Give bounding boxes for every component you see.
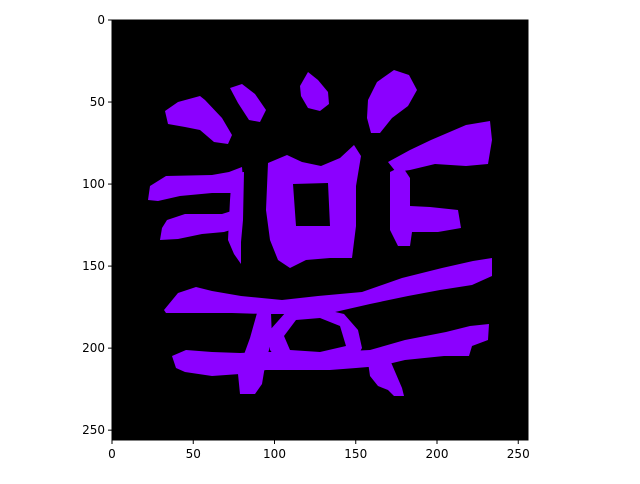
x-tick-label: 0: [108, 447, 116, 461]
glyph-stroke-top-left: [165, 96, 232, 144]
x-axis: 0 50 100 150 200 250: [108, 440, 530, 461]
x-tick-label: 100: [263, 447, 286, 461]
axes-frame: [111, 19, 529, 441]
x-tick-label: 50: [186, 447, 201, 461]
x-tick-label: 150: [344, 447, 367, 461]
y-tick-label: 100: [82, 177, 105, 191]
glyph-stroke-top-center: [300, 72, 329, 111]
glyph-stroke-right-vertical: [390, 166, 461, 246]
glyph-stroke-top-right: [367, 70, 417, 133]
glyph-stroke-top-mid-left: [230, 84, 266, 122]
glyph-stroke-lower-right-leg: [368, 360, 404, 396]
glyph-stroke-right-wing: [388, 121, 492, 172]
y-tick-label: 200: [82, 341, 105, 355]
y-tick-label: 0: [97, 13, 105, 27]
x-tick-label: 200: [426, 447, 449, 461]
glyph-stroke-center-box: [266, 145, 361, 268]
glyph-stroke-left-middle: [160, 209, 240, 240]
x-tick-label: 250: [507, 447, 530, 461]
glyph-stroke-long-bar: [164, 258, 492, 314]
glyph-stroke-lower-ring: [270, 308, 362, 364]
glyph-stroke-lower-left-leg: [238, 313, 272, 394]
y-tick-label: 150: [82, 259, 105, 273]
y-axis: 0 50 100 150 200 250: [82, 13, 112, 437]
y-tick-label: 50: [90, 95, 105, 109]
y-tick-label: 250: [82, 423, 105, 437]
glyph-stroke-left-upper: [148, 167, 243, 201]
glyph-stroke-left-vertical: [228, 172, 244, 264]
glyph-mask: [148, 70, 492, 396]
